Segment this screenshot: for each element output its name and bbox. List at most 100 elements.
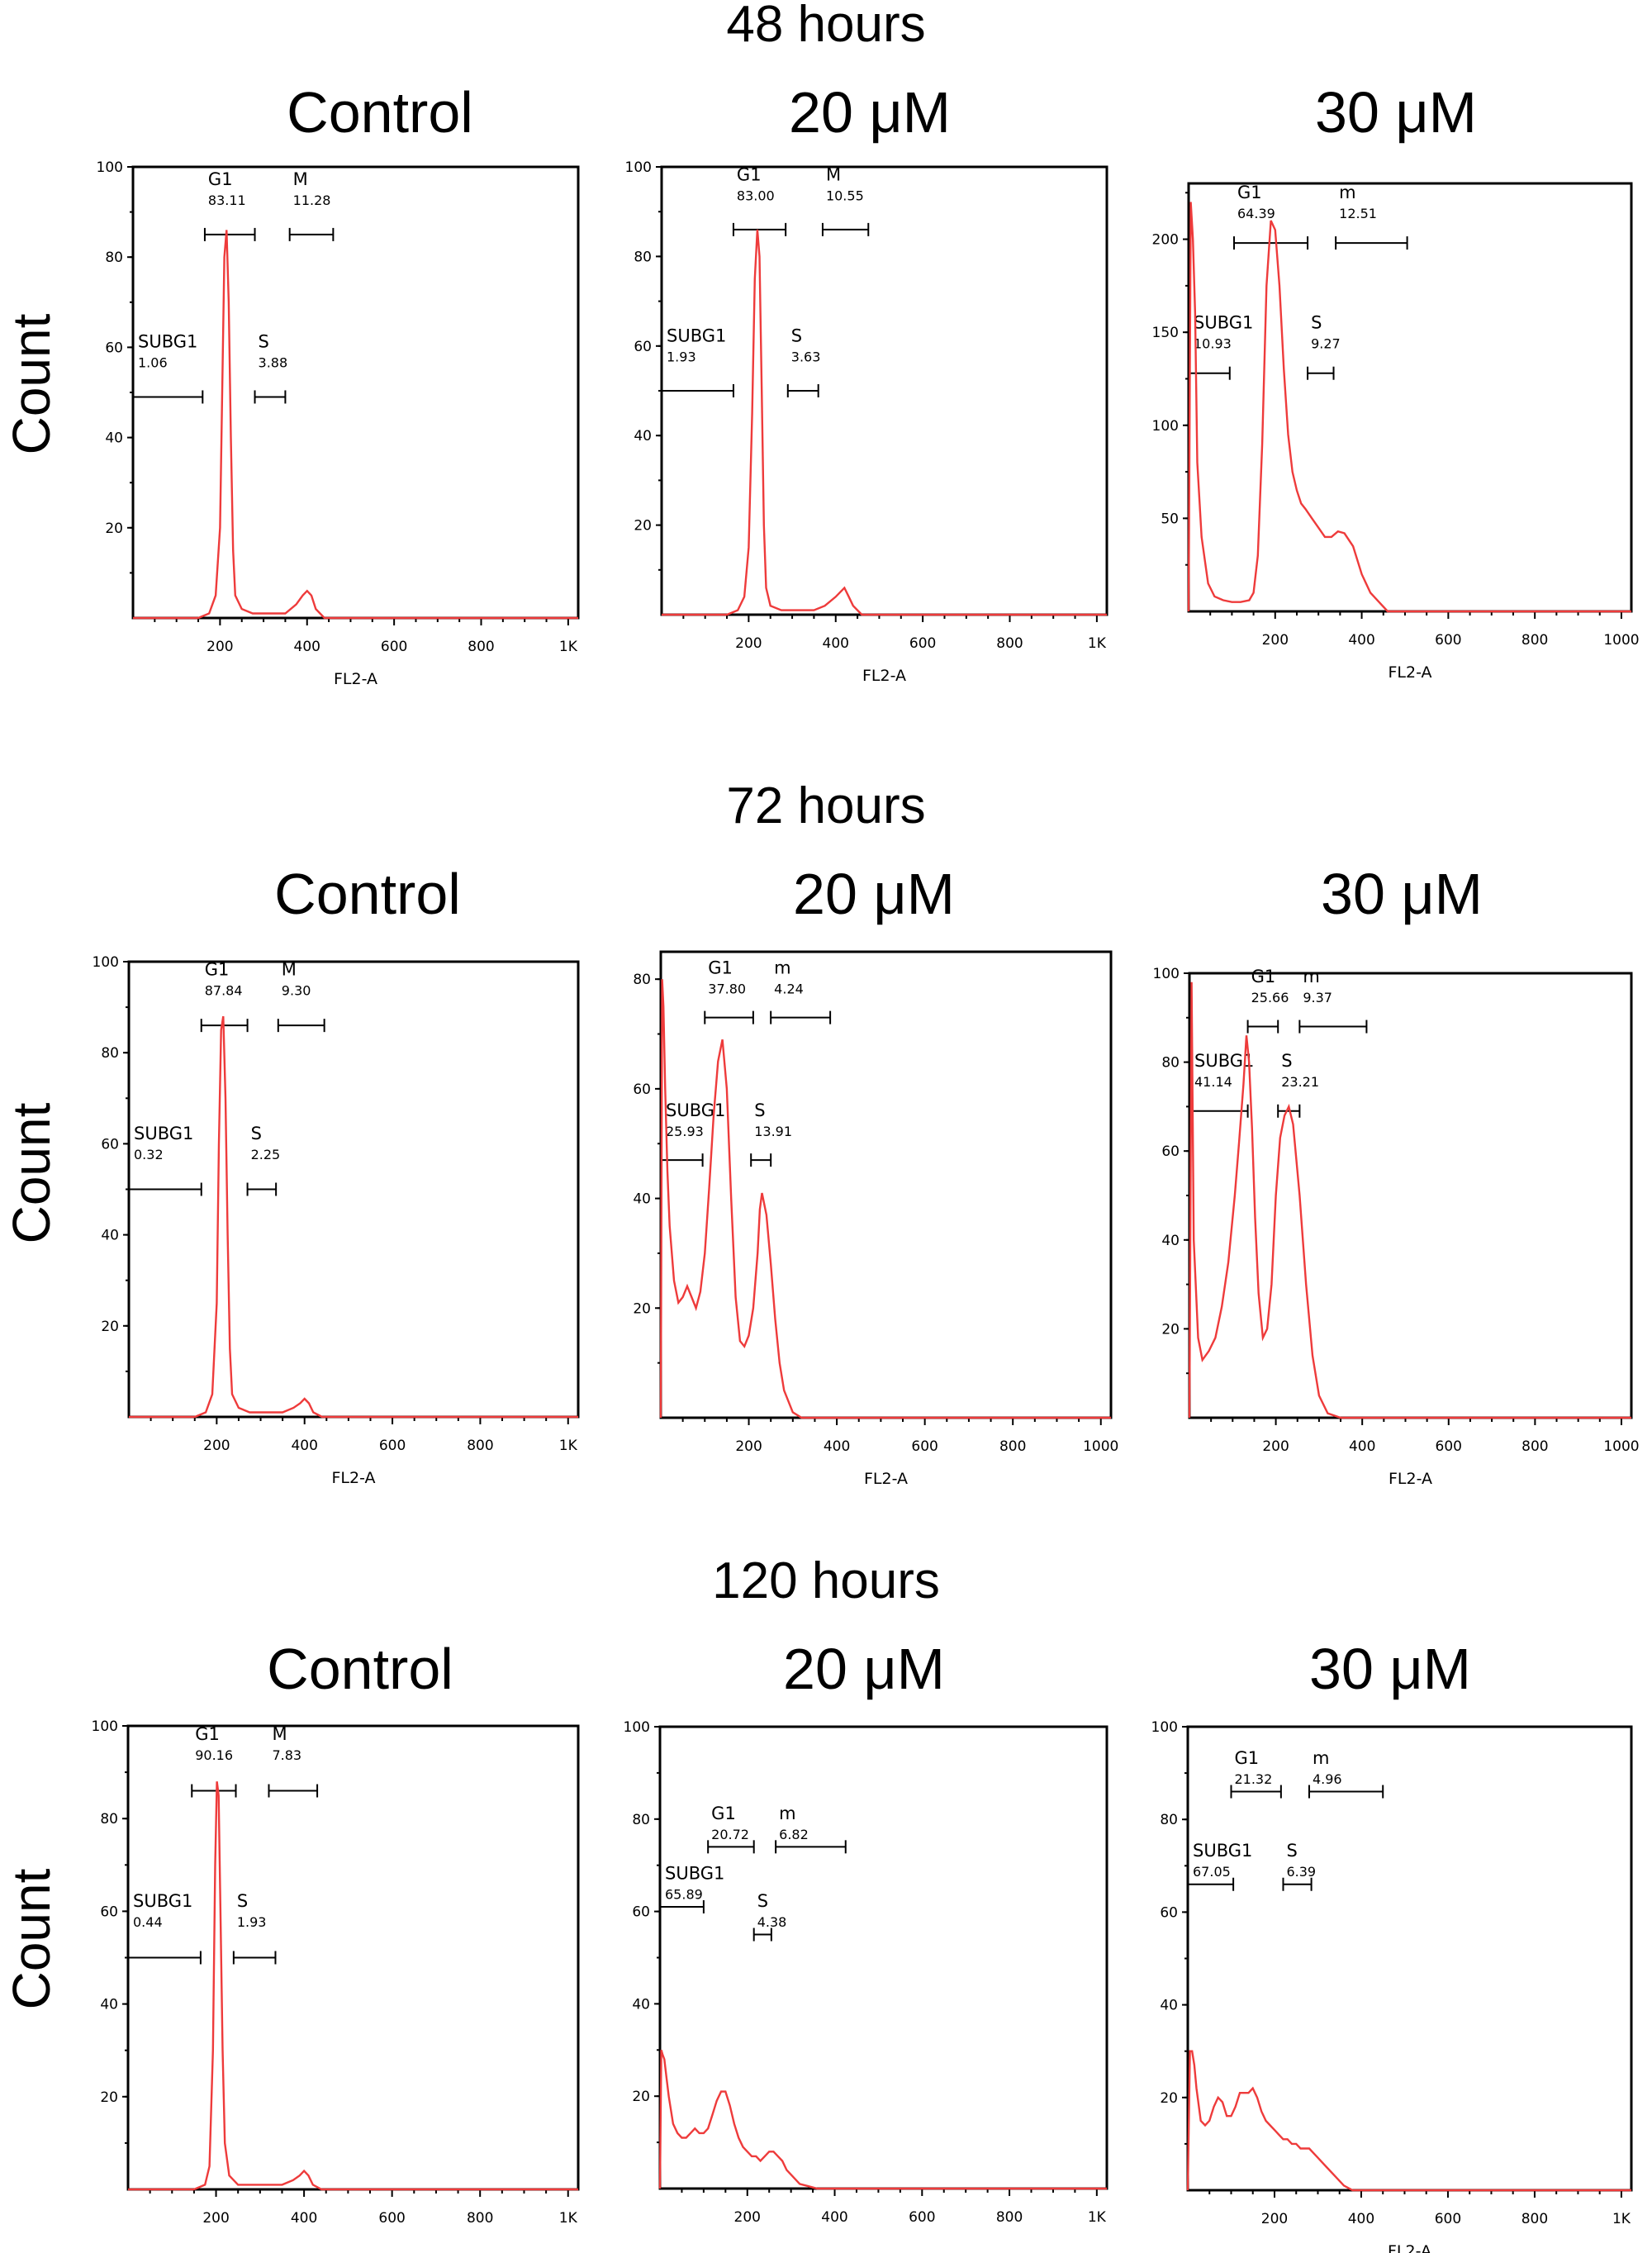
gate-percent-label: 25.66: [1251, 990, 1289, 1005]
gate-name-label: S: [1311, 313, 1322, 333]
gate-name-label: G1: [708, 958, 733, 978]
histogram-48h-control: 20 40 60 80 100 200 400 600 800 1K FL2-A SUBG1 1.06 G…: [97, 159, 580, 688]
gate-percent-label: 64.39: [1237, 206, 1275, 221]
gate-subg1: SUBG1 0.44: [127, 1891, 202, 1965]
x-tick-label: 600: [1435, 2211, 1461, 2227]
gate-s: S 2.25: [246, 1124, 280, 1196]
histogram-curve: [129, 1015, 578, 1419]
y-tick-label: 20: [633, 1300, 651, 1317]
y-tick-label: 40: [633, 1191, 651, 1208]
cond-120-20uM: 20 μM: [783, 1637, 945, 1701]
x-tick-label: 400: [824, 1438, 850, 1455]
gate-subg1: SUBG1 67.05: [1187, 1841, 1252, 1891]
gate-g1: G1 64.39: [1233, 183, 1309, 250]
x-tick-label: 1K: [559, 2210, 578, 2227]
gate-subg1: SUBG1 25.93: [660, 1100, 725, 1167]
gate-name-label: m: [774, 958, 790, 978]
gate-g1: G1 20.72: [707, 1804, 755, 1854]
gate-m: M 7.83: [268, 1724, 319, 1798]
y-tick-label: 100: [93, 954, 119, 971]
gate-percent-label: 13.91: [754, 1124, 792, 1139]
histogram-120h-20uM: 20 40 60 80 100 200 400 600 800 1K SUBG1 65.89 G1 20.…: [624, 1719, 1108, 2226]
x-tick-label: 800: [1521, 632, 1548, 649]
gate-percent-label: 4.38: [757, 1914, 787, 1930]
x-tick-label: 200: [1262, 1438, 1289, 1455]
y-tick-label: 20: [1161, 1321, 1180, 1338]
x-tick-label: 1K: [1088, 635, 1107, 652]
y-tick-label: 20: [1160, 2090, 1178, 2107]
gate-m: m 6.82: [775, 1804, 847, 1854]
x-tick-label: 600: [1435, 632, 1461, 649]
gate-percent-label: 6.39: [1286, 1864, 1316, 1880]
y-tick-label: 60: [1161, 1143, 1180, 1160]
x-tick-label: 200: [206, 639, 233, 655]
gate-percent-label: 23.21: [1281, 1074, 1319, 1090]
x-axis-label: FL2-A: [1389, 1470, 1432, 1488]
gate-name-label: S: [791, 326, 802, 345]
gate-percent-label: 1.06: [138, 354, 168, 370]
x-tick-label: 800: [468, 639, 494, 655]
gate-m: m 9.37: [1298, 967, 1368, 1034]
gate-name-label: S: [251, 1124, 262, 1143]
gate-percent-label: 1.93: [667, 349, 696, 364]
gate-percent-label: 3.63: [791, 349, 821, 364]
y-label-row1: Count: [2, 313, 61, 455]
x-tick-label: 1000: [1603, 632, 1639, 649]
y-tick-label: 40: [1161, 1233, 1180, 1249]
x-tick-label: 1000: [1083, 1438, 1118, 1455]
plot-frame: [658, 1725, 1108, 2190]
gate-m: M 10.55: [821, 164, 870, 236]
gate-name-label: G1: [208, 169, 233, 189]
gate-g1: G1 90.16: [191, 1724, 237, 1798]
cond-72-20uM: 20 μM: [793, 862, 955, 926]
gate-percent-label: 83.00: [737, 188, 775, 203]
y-tick-label: 60: [633, 1081, 651, 1098]
y-label-row3: Count: [2, 1868, 61, 2010]
y-tick-label: 60: [634, 339, 652, 355]
gate-s: S 3.88: [254, 331, 288, 404]
gate-name-label: m: [1303, 967, 1319, 986]
x-tick-label: 800: [1521, 2211, 1548, 2227]
histogram-curve: [662, 229, 1107, 616]
gate-m: m 4.96: [1308, 1748, 1384, 1799]
y-tick-label: 20: [632, 2089, 650, 2105]
y-tick-label: 80: [634, 249, 652, 265]
gate-m: M 11.28: [288, 169, 335, 241]
gate-name-label: SUBG1: [667, 326, 726, 345]
gate-percent-label: 90.16: [195, 1747, 233, 1763]
cond-48-30uM: 30 μM: [1315, 80, 1477, 145]
x-tick-label: 600: [381, 639, 407, 655]
x-tick-label: 400: [291, 2210, 317, 2227]
y-tick-label: 50: [1161, 511, 1179, 527]
y-tick-label: 60: [101, 1136, 119, 1153]
gate-s: S 4.38: [752, 1891, 787, 1942]
gate-percent-label: 11.28: [293, 193, 331, 208]
histogram-48h-20uM: 20 40 60 80 100 200 400 600 800 1K FL2-A SUBG1 1.93 G…: [625, 159, 1108, 685]
x-tick-label: 200: [734, 2209, 761, 2226]
x-tick-label: 1000: [1603, 1438, 1639, 1455]
gate-percent-label: 25.93: [666, 1124, 704, 1139]
y-tick-label: 40: [105, 430, 123, 447]
y-tick-label: 150: [1152, 325, 1179, 341]
gate-percent-label: 3.88: [259, 354, 288, 370]
gate-percent-label: 7.83: [272, 1747, 301, 1763]
x-tick-label: 1K: [1088, 2209, 1107, 2226]
x-tick-label: 800: [999, 1438, 1026, 1455]
gate-name-label: G1: [737, 164, 762, 184]
y-tick-label: 100: [1152, 418, 1179, 435]
gate-percent-label: 67.05: [1193, 1864, 1231, 1880]
gate-name-label: G1: [1251, 967, 1276, 986]
x-tick-label: 1K: [559, 1438, 578, 1454]
x-tick-label: 800: [996, 635, 1023, 652]
gate-percent-label: 21.32: [1234, 1771, 1272, 1787]
gate-name-label: M: [282, 960, 297, 980]
gate-name-label: G1: [711, 1804, 736, 1823]
y-tick-label: 40: [100, 1997, 118, 2013]
y-tick-label: 80: [633, 972, 651, 988]
gate-percent-label: 87.84: [205, 983, 243, 999]
y-tick-label: 60: [632, 1904, 650, 1921]
y-tick-label: 200: [1152, 232, 1179, 249]
gate-name-label: S: [754, 1100, 765, 1120]
cond-48-control: Control: [287, 80, 473, 145]
gate-name-label: SUBG1: [666, 1100, 725, 1120]
